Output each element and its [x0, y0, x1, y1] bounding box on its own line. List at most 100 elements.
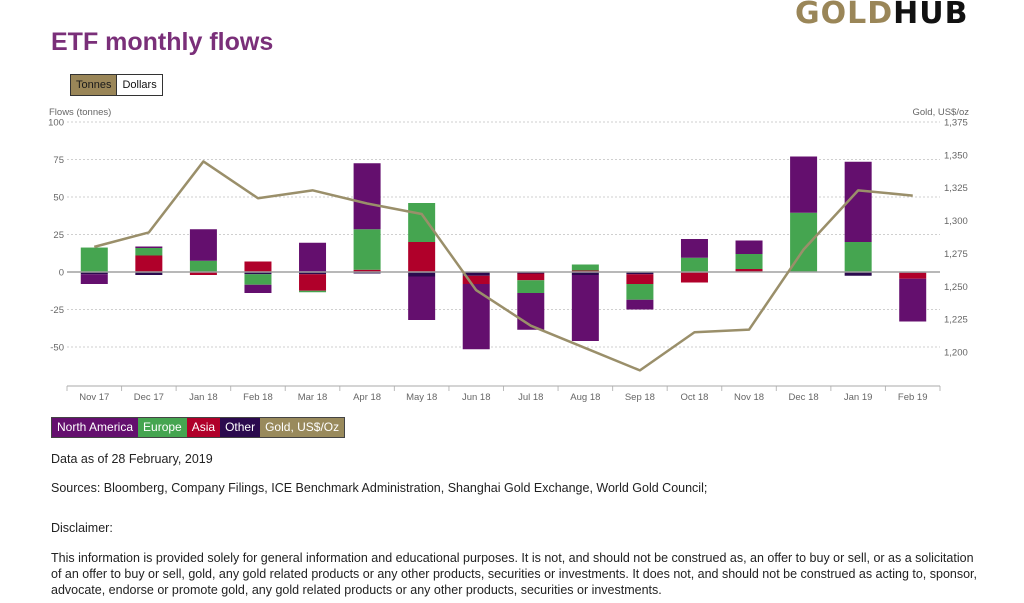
- bar-asia: [189, 272, 217, 275]
- legend-europe[interactable]: Europe: [138, 418, 187, 437]
- gold-price-line-group: [93, 160, 913, 372]
- bar-asia: [299, 274, 327, 291]
- logo-gold: GOLD: [795, 0, 894, 31]
- unit-toggle: Tonnes Dollars: [70, 74, 163, 96]
- y2-axis-label: Gold, US$/oz: [913, 107, 970, 118]
- y-tick-label: 0: [59, 268, 64, 279]
- x-tick-label: Mar 18: [298, 392, 328, 403]
- bar-other: [571, 272, 599, 275]
- x-tick-label: Sep 18: [625, 392, 655, 403]
- bar-europe: [135, 248, 163, 256]
- disclaimer-title: Disclaimer:: [51, 521, 113, 535]
- y2-tick-label: 1,300: [944, 216, 968, 227]
- bar-north-america: [735, 240, 763, 254]
- y-tick-label: 50: [53, 193, 64, 204]
- tonnes-button[interactable]: Tonnes: [71, 75, 118, 95]
- bar-north-america: [517, 293, 545, 330]
- bar-asia: [899, 272, 927, 279]
- y2-tick-label: 1,350: [944, 150, 968, 161]
- bar-north-america: [80, 274, 108, 284]
- bar-asia: [626, 274, 654, 284]
- chart-legend: North America Europe Asia Other Gold, US…: [51, 417, 346, 438]
- bar-other: [244, 272, 272, 275]
- x-tick-label: Nov 17: [79, 392, 109, 403]
- bar-north-america: [244, 284, 272, 293]
- x-tick-label: Jun 18: [462, 392, 491, 403]
- bar-asia: [680, 272, 708, 283]
- bar-asia: [735, 269, 763, 272]
- bar-north-america: [189, 229, 217, 261]
- bar-north-america: [571, 275, 599, 341]
- bar-europe: [299, 290, 327, 293]
- bar-europe: [80, 247, 108, 272]
- bar-north-america: [790, 156, 818, 213]
- bar-other: [299, 272, 327, 275]
- y2-tick-label: 1,275: [944, 249, 968, 260]
- axes: 100 75 50 25 0 -25 -50 1,375 1,350 1,325 1,300 1,27…: [48, 118, 968, 404]
- x-tick-label: Feb 19: [898, 392, 928, 403]
- bars: [80, 156, 927, 350]
- bar-europe: [571, 264, 599, 271]
- bar-other: [408, 272, 436, 277]
- bar-other: [135, 272, 163, 275]
- bar-europe: [735, 254, 763, 269]
- y2-tick-label: 1,375: [944, 118, 968, 129]
- x-tick-label: Dec 18: [789, 392, 819, 403]
- x-tick-label: Dec 17: [134, 392, 164, 403]
- etf-flows-chart: 100 75 50 25 0 -25 -50 1,375 1,350 1,325 1,300 1,27…: [48, 107, 970, 404]
- x-tick-label: Aug 18: [570, 392, 600, 403]
- y-axis-label: Flows (tonnes): [49, 107, 111, 118]
- goldhub-logo[interactable]: GOLDHUB: [795, 0, 969, 31]
- bar-europe: [244, 274, 272, 285]
- x-tick-label: Oct 18: [680, 392, 708, 403]
- sources: Sources: Bloomberg, Company Filings, ICE…: [51, 481, 708, 495]
- bar-north-america: [626, 299, 654, 310]
- bar-asia: [353, 269, 381, 272]
- bar-asia: [517, 273, 545, 281]
- bar-north-america: [135, 246, 163, 248]
- bar-europe: [408, 203, 436, 242]
- bar-asia: [462, 275, 490, 284]
- x-tick-label: Feb 18: [243, 392, 273, 403]
- bar-europe: [189, 260, 217, 272]
- bar-asia: [244, 261, 272, 272]
- bar-other: [80, 272, 108, 275]
- gold-price-line: [93, 160, 913, 372]
- logo-hub: HUB: [893, 0, 969, 31]
- bar-north-america: [408, 276, 436, 320]
- y-tick-label: 75: [53, 155, 64, 166]
- bar-north-america: [353, 163, 381, 230]
- bar-europe: [517, 280, 545, 293]
- bar-other: [626, 272, 654, 275]
- bar-north-america: [299, 242, 327, 272]
- bar-asia: [135, 255, 163, 272]
- bar-asia: [408, 242, 436, 272]
- y-tick-label: 25: [53, 230, 64, 241]
- data-as-of: Data as of 28 February, 2019: [51, 452, 213, 466]
- bar-north-america: [899, 278, 927, 322]
- bar-north-america: [680, 239, 708, 258]
- x-tick-label: Jan 18: [189, 392, 218, 403]
- y-tick-label: -50: [50, 343, 64, 354]
- bar-other: [844, 272, 872, 276]
- legend-asia[interactable]: Asia: [186, 418, 221, 437]
- bar-europe: [626, 284, 654, 300]
- y2-tick-label: 1,200: [944, 348, 968, 359]
- legend-other[interactable]: Other: [220, 418, 261, 437]
- bar-europe: [844, 242, 872, 272]
- x-tick-label: Jul 18: [518, 392, 543, 403]
- dollars-button[interactable]: Dollars: [117, 75, 162, 95]
- y2-tick-label: 1,250: [944, 282, 968, 293]
- page-title: ETF monthly flows: [51, 28, 274, 56]
- legend-north-america[interactable]: North America: [52, 418, 139, 437]
- x-tick-label: Nov 18: [734, 392, 764, 403]
- x-tick-label: Apr 18: [353, 392, 381, 403]
- legend-gold[interactable]: Gold, US$/Oz: [260, 418, 345, 437]
- y-tick-label: -25: [50, 305, 64, 316]
- y-tick-label: 100: [48, 118, 64, 129]
- y2-tick-label: 1,225: [944, 315, 968, 326]
- y2-tick-label: 1,325: [944, 183, 968, 194]
- bar-europe: [680, 257, 708, 272]
- bar-other: [462, 272, 490, 276]
- x-tick-label: Jan 19: [844, 392, 873, 403]
